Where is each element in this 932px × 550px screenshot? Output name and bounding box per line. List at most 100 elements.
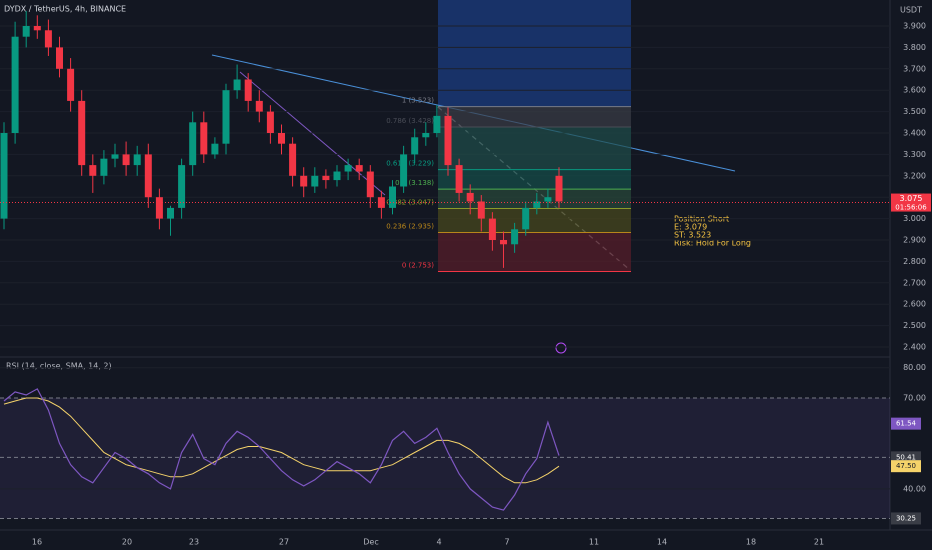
candle-body <box>311 175 319 187</box>
fib-label: 0.618 (3.229) <box>386 160 434 168</box>
candle-body <box>56 47 63 69</box>
y-tick-label: 3.900 <box>903 22 926 31</box>
fib-band <box>438 232 631 272</box>
x-tick-label: 16 <box>32 538 42 547</box>
fib-band <box>438 189 631 209</box>
candle-body <box>11 36 19 134</box>
x-tick-label: 7 <box>504 538 509 547</box>
symbol-title: DYDX / TetherUS, 4h, BINANCE <box>4 5 126 14</box>
y-tick-label: 3.600 <box>903 86 926 95</box>
rsi-line <box>3 388 560 511</box>
candle-body <box>278 133 285 144</box>
candle-body <box>322 175 330 181</box>
candle-body <box>289 143 297 176</box>
candle-body <box>266 111 274 133</box>
candle-body <box>344 165 352 172</box>
candle-body <box>555 175 563 202</box>
candle-body <box>144 154 152 198</box>
candle-body <box>178 165 186 208</box>
rsi-tag-label: 50.41 <box>896 453 916 461</box>
last-price-tag <box>891 193 931 212</box>
x-tick-label: Dec <box>363 538 378 547</box>
candle-body <box>366 171 374 198</box>
y-tick-label: 2.700 <box>903 278 926 287</box>
candle-body <box>122 154 130 166</box>
x-tick-label: 4 <box>436 538 441 547</box>
candle-body <box>211 143 219 155</box>
candle-body <box>100 158 108 176</box>
candle-body <box>189 122 197 166</box>
annotation-line: Risk: Hold For Long <box>674 239 751 248</box>
fib-band <box>438 127 631 170</box>
candle-body <box>466 192 474 202</box>
y-tick-label: 3.200 <box>903 171 926 180</box>
candle-body <box>433 115 441 133</box>
fib-band <box>438 106 631 128</box>
x-tick-label: 27 <box>279 538 289 547</box>
candle-body <box>0 133 8 219</box>
alert-icon[interactable] <box>555 342 567 354</box>
y-tick-label: 3.700 <box>903 64 926 73</box>
candle-body <box>133 154 141 166</box>
fib-label: 0.786 (3.428) <box>386 117 434 125</box>
x-tick-label: 21 <box>814 538 824 547</box>
candle-body <box>400 154 408 187</box>
candle-body <box>22 26 30 37</box>
y-tick-label: 3.800 <box>903 43 926 52</box>
fib-band <box>438 208 631 233</box>
candle-body <box>222 90 230 144</box>
rsi-tag-label: 61.54 <box>896 420 917 428</box>
y-tick-label: 3.300 <box>903 150 926 159</box>
candle-body <box>488 218 496 240</box>
rsi-tag <box>891 460 921 473</box>
y-tick-label: 3.400 <box>903 129 926 138</box>
candle-body <box>333 171 341 181</box>
rsi-tick-label: 70.00 <box>903 394 926 403</box>
y-tick-label: 2.600 <box>903 300 926 309</box>
candle-body <box>111 154 119 159</box>
candle-body <box>500 240 507 245</box>
x-tick-label: 11 <box>589 538 599 547</box>
y-tick-label: 2.500 <box>903 321 926 330</box>
candle-body <box>89 165 97 176</box>
fib-label: 0.5 (3.138) <box>395 179 434 187</box>
candle-body <box>389 186 396 208</box>
currency-label: USDT <box>900 6 922 15</box>
y-tick-label: 3.500 <box>903 107 926 116</box>
x-tick-label: 14 <box>657 538 667 547</box>
rsi-tag <box>891 417 921 430</box>
candle-body <box>167 207 174 219</box>
candle-body <box>200 122 208 155</box>
rsi-tag <box>891 512 921 525</box>
rsi-tag-label: 47.50 <box>896 462 916 470</box>
x-tick-label: 18 <box>746 538 756 547</box>
candle-body <box>411 137 419 155</box>
y-tick-label: 2.400 <box>903 343 926 352</box>
candle-body <box>522 207 530 230</box>
countdown-label: 01:56:06 <box>895 204 927 212</box>
fib-label: 1 (3.523) <box>402 97 434 105</box>
rsi-band <box>0 398 890 519</box>
candle-body <box>422 133 430 138</box>
annotation-line: E: 3.079 <box>674 223 707 232</box>
y-tick-label: 3.000 <box>903 214 926 223</box>
candle-body <box>355 165 363 172</box>
candle-body <box>155 197 163 219</box>
candle-body <box>455 165 463 193</box>
candle-body <box>233 79 241 91</box>
rsi-tag-label: 30.25 <box>896 514 916 522</box>
y-tick-label: 2.900 <box>903 236 926 245</box>
candle-body <box>544 197 552 202</box>
candle-body <box>44 30 52 48</box>
candle-body <box>78 100 86 166</box>
fib-label: 0.382 (3.047) <box>386 199 434 207</box>
rsi-tick-label: 40.00 <box>903 484 926 493</box>
candle-body <box>533 201 541 208</box>
fib-label: 0.236 (2.935) <box>386 223 434 231</box>
candle-body <box>477 201 485 219</box>
candle-body <box>300 175 308 187</box>
fib-label: 0 (2.753) <box>402 261 434 269</box>
last-price-label: 3.075 <box>900 194 923 203</box>
candle-body <box>67 68 75 101</box>
x-tick-label: 20 <box>122 538 132 547</box>
